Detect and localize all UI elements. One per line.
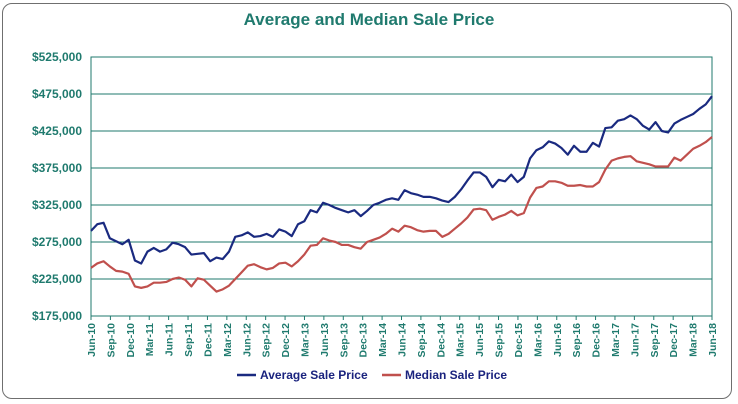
x-tick-label: Mar-18 xyxy=(688,323,700,357)
x-tick-label: Jun-10 xyxy=(86,323,98,357)
x-tick-label: Sep-12 xyxy=(261,323,273,358)
y-tick-label: $375,000 xyxy=(32,161,82,175)
x-tick-label: Sep-14 xyxy=(416,323,428,358)
x-tick-label: Jun-15 xyxy=(474,323,486,357)
x-tick-label: Jun-18 xyxy=(707,323,719,357)
x-tick-label: Dec-11 xyxy=(202,323,214,357)
y-tick-label: $425,000 xyxy=(32,124,82,138)
median-sale-priceline xyxy=(90,136,713,293)
x-tick-label: Dec-17 xyxy=(668,323,680,358)
legend-label: Average Sale Price xyxy=(260,368,368,382)
legend-label: Median Sale Price xyxy=(405,368,507,382)
x-tick-label: Sep-17 xyxy=(649,323,661,358)
x-tick-label: Jun-14 xyxy=(397,323,409,357)
x-tick-label: Dec-15 xyxy=(513,323,525,358)
x-tick-label: Sep-13 xyxy=(338,323,350,358)
y-tick-label: $225,000 xyxy=(32,272,82,286)
x-tick-label: Jun-17 xyxy=(629,323,641,357)
average-sale-priceline xyxy=(90,95,713,265)
x-tick-label: Jun-12 xyxy=(241,323,253,357)
x-tick-label: Mar-15 xyxy=(455,323,467,357)
x-tick-label: Dec-10 xyxy=(125,323,137,358)
x-tick-label: Mar-12 xyxy=(222,323,234,357)
chart-frame xyxy=(2,3,732,399)
x-tick-label: Sep-15 xyxy=(494,323,506,358)
x-tick-label: Mar-17 xyxy=(610,323,622,357)
plot-area-border xyxy=(90,56,713,317)
x-tick-label: Dec-12 xyxy=(280,323,292,358)
y-tick-label: $175,000 xyxy=(32,309,82,323)
x-tick-label: Sep-10 xyxy=(105,323,117,358)
y-tick-label: $325,000 xyxy=(32,198,82,212)
x-tick-label: Mar-16 xyxy=(532,323,544,357)
x-tick-label: Sep-11 xyxy=(183,323,195,357)
x-tick-label: Jun-11 xyxy=(164,323,176,356)
y-tick-label: $275,000 xyxy=(32,235,82,249)
y-tick-label: $525,000 xyxy=(32,50,82,64)
x-tick-label: Mar-11 xyxy=(144,323,156,356)
x-tick-label: Jun-13 xyxy=(319,323,331,357)
chart-title: Average and Median Sale Price xyxy=(243,10,495,29)
x-tick-label: Dec-14 xyxy=(435,323,447,358)
x-tick-label: Mar-13 xyxy=(299,323,311,357)
x-tick-label: Mar-14 xyxy=(377,323,389,357)
x-tick-label: Dec-13 xyxy=(358,323,370,358)
y-tick-label: $475,000 xyxy=(32,87,82,101)
x-tick-label: Jun-16 xyxy=(552,323,564,357)
x-tick-label: Sep-16 xyxy=(571,323,583,358)
x-tick-label: Dec-16 xyxy=(591,323,603,358)
